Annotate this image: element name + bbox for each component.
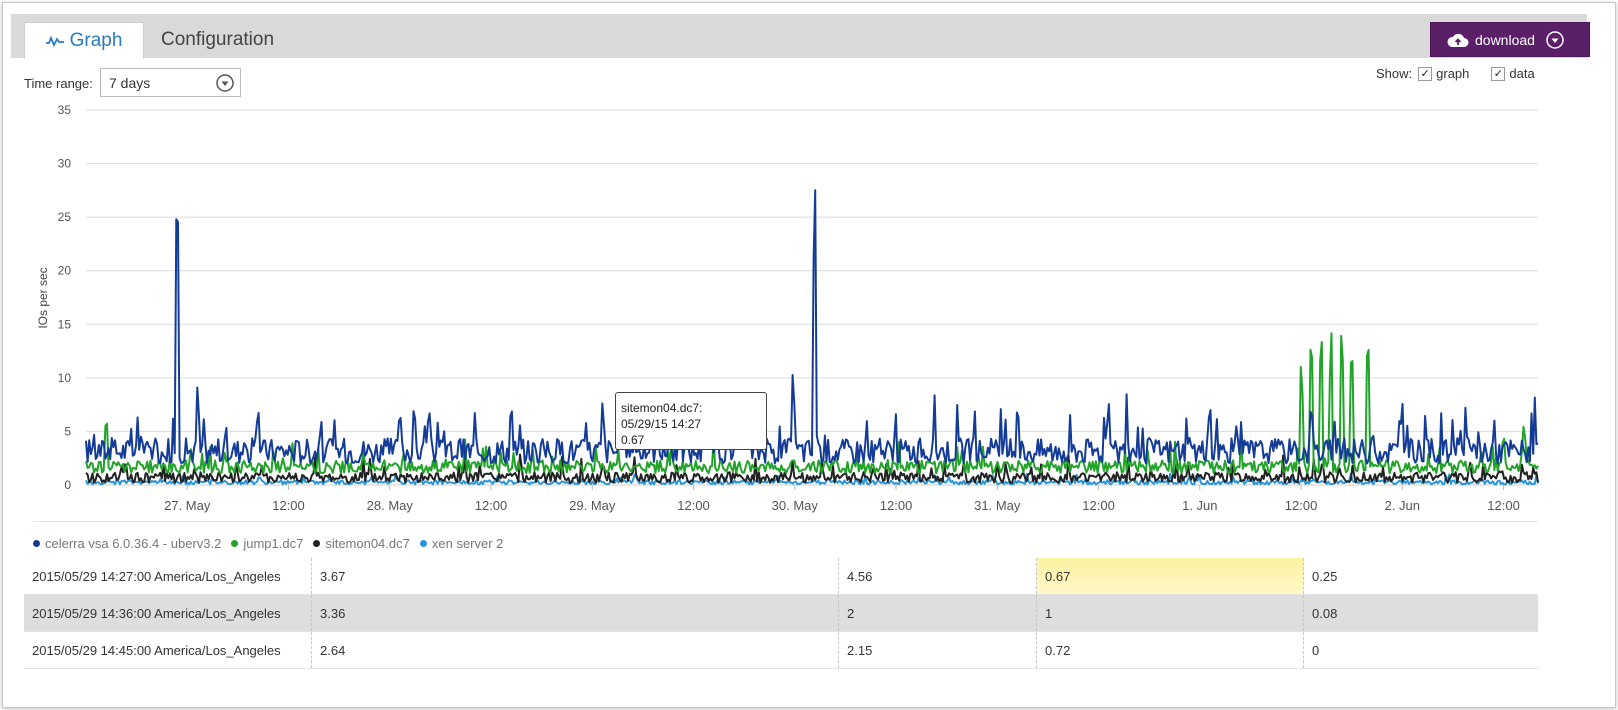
table-cell-time: 2015/05/29 14:45:00 America/Los_Angeles <box>24 631 312 669</box>
tooltip-value: 0.67 <box>621 433 645 447</box>
time-range-label: Time range: <box>24 76 93 91</box>
x-tick-label: 12:00 <box>677 498 710 513</box>
y-axis-label: IOs per sec <box>36 267 50 328</box>
table-cell: 3.36 <box>311 594 839 632</box>
chart-tooltip: sitemon04.dc7: 05/29/15 14:27 0.67 <box>615 392 767 450</box>
table-cell: 2 <box>838 594 1037 632</box>
legend-dot <box>33 540 40 547</box>
legend-label: celerra vsa 6.0.36.4 - uberv3.2 <box>45 536 222 551</box>
table-cell-highlighted: 0.67 <box>1036 558 1304 595</box>
tooltip-series: sitemon04.dc7: <box>621 401 703 415</box>
show-graph-checkbox[interactable]: ✓ <box>1418 66 1433 81</box>
legend-dot <box>313 540 321 547</box>
table-cell: 2.15 <box>838 631 1037 669</box>
series-line <box>85 189 1539 465</box>
chart-legend: celerra vsa 6.0.36.4 - uberv3.2 jump1.dc… <box>33 536 513 551</box>
legend-item[interactable]: celerra vsa 6.0.36.4 - uberv3.2 <box>33 536 221 551</box>
x-tick-label: 27. May <box>164 498 211 513</box>
y-tick-label: 0 <box>64 478 71 492</box>
table-cell-time: 2015/05/29 14:27:00 America/Los_Angeles <box>24 558 312 595</box>
line-chart-icon <box>45 35 64 47</box>
table-cell: 0 <box>1303 631 1538 669</box>
legend-divider <box>33 521 1538 522</box>
legend-item[interactable]: sitemon04.dc7 <box>313 536 410 551</box>
x-tick-label: 1. Jun <box>1182 498 1217 513</box>
legend-label: jump1.dc7 <box>243 536 304 551</box>
download-label: download <box>1475 31 1535 48</box>
x-tick-label: 28. May <box>367 498 414 513</box>
y-tick-label: 35 <box>58 103 72 117</box>
table-row[interactable]: 2015/05/29 14:27:00 America/Los_Angeles … <box>24 558 1538 595</box>
x-tick-label: 12:00 <box>1487 498 1520 513</box>
show-options: Show: ✓ graph ✓ data <box>1376 60 1548 90</box>
series-line <box>85 472 1539 486</box>
data-table: 2015/05/29 14:27:00 America/Los_Angeles … <box>24 558 1538 669</box>
legend-label: xen server 2 <box>431 536 504 551</box>
table-row[interactable]: 2015/05/29 14:45:00 America/Los_Angeles … <box>24 631 1538 669</box>
show-label: Show: <box>1376 66 1413 81</box>
table-cell: 3.67 <box>311 558 839 595</box>
y-tick-label: 10 <box>58 371 72 385</box>
y-tick-label: 30 <box>58 157 72 171</box>
y-tick-label: 20 <box>58 264 72 278</box>
legend-item[interactable]: jump1.dc7 <box>231 536 303 551</box>
x-tick-label: 12:00 <box>272 498 305 513</box>
tab-configuration-label: Configuration <box>161 29 275 50</box>
y-tick-label: 5 <box>64 424 71 438</box>
legend-label: sitemon04.dc7 <box>325 536 410 551</box>
table-cell: 4.56 <box>838 558 1037 595</box>
x-tick-label: 31. May <box>974 498 1021 513</box>
legend-dot <box>419 540 427 547</box>
time-range-select[interactable]: 7 days <box>100 68 241 97</box>
x-tick-label: 30. May <box>772 498 819 513</box>
x-tick-label: 12:00 <box>1285 498 1318 513</box>
table-row[interactable]: 2015/05/29 14:36:00 America/Los_Angeles … <box>24 594 1538 632</box>
tab-graph[interactable]: Graph <box>24 22 144 59</box>
tooltip-time: 05/29/15 14:27 <box>621 417 702 431</box>
show-data-label: data <box>1509 66 1535 81</box>
x-tick-label: 12:00 <box>880 498 913 513</box>
tab-bar: Graph Configuration <box>11 14 1587 59</box>
legend-item[interactable]: xen server 2 <box>419 536 504 551</box>
chevron-down-icon <box>1545 30 1565 50</box>
show-graph-label: graph <box>1436 66 1470 81</box>
table-cell: 0.72 <box>1036 631 1304 669</box>
chevron-down-icon <box>215 73 235 96</box>
series-line <box>85 332 1539 475</box>
x-tick-label: 29. May <box>569 498 616 513</box>
y-tick-label: 15 <box>58 317 72 331</box>
cloud-upload-icon <box>1447 32 1469 48</box>
x-tick-label: 12:00 <box>475 498 508 513</box>
series-line <box>85 453 1539 484</box>
download-button[interactable]: download <box>1430 22 1590 57</box>
table-cell-time: 2015/05/29 14:36:00 America/Los_Angeles <box>24 594 312 632</box>
tab-configuration[interactable]: Configuration <box>161 22 274 58</box>
tab-graph-label: Graph <box>69 30 123 51</box>
table-cell: 1 <box>1036 594 1304 632</box>
legend-dot <box>231 540 239 547</box>
x-tick-label: 12:00 <box>1082 498 1115 513</box>
table-cell: 0.08 <box>1303 594 1538 632</box>
time-range-value: 7 days <box>109 74 151 91</box>
y-tick-label: 25 <box>58 210 72 224</box>
table-cell: 0.25 <box>1303 558 1538 595</box>
io-line-chart: 0 5 10 15 20 25 30 35 27. May 12:00 28. May 12:00 29… <box>36 103 1539 513</box>
x-tick-label: 2. Jun <box>1385 498 1420 513</box>
show-data-checkbox[interactable]: ✓ <box>1491 66 1506 81</box>
table-cell: 2.64 <box>311 631 839 669</box>
